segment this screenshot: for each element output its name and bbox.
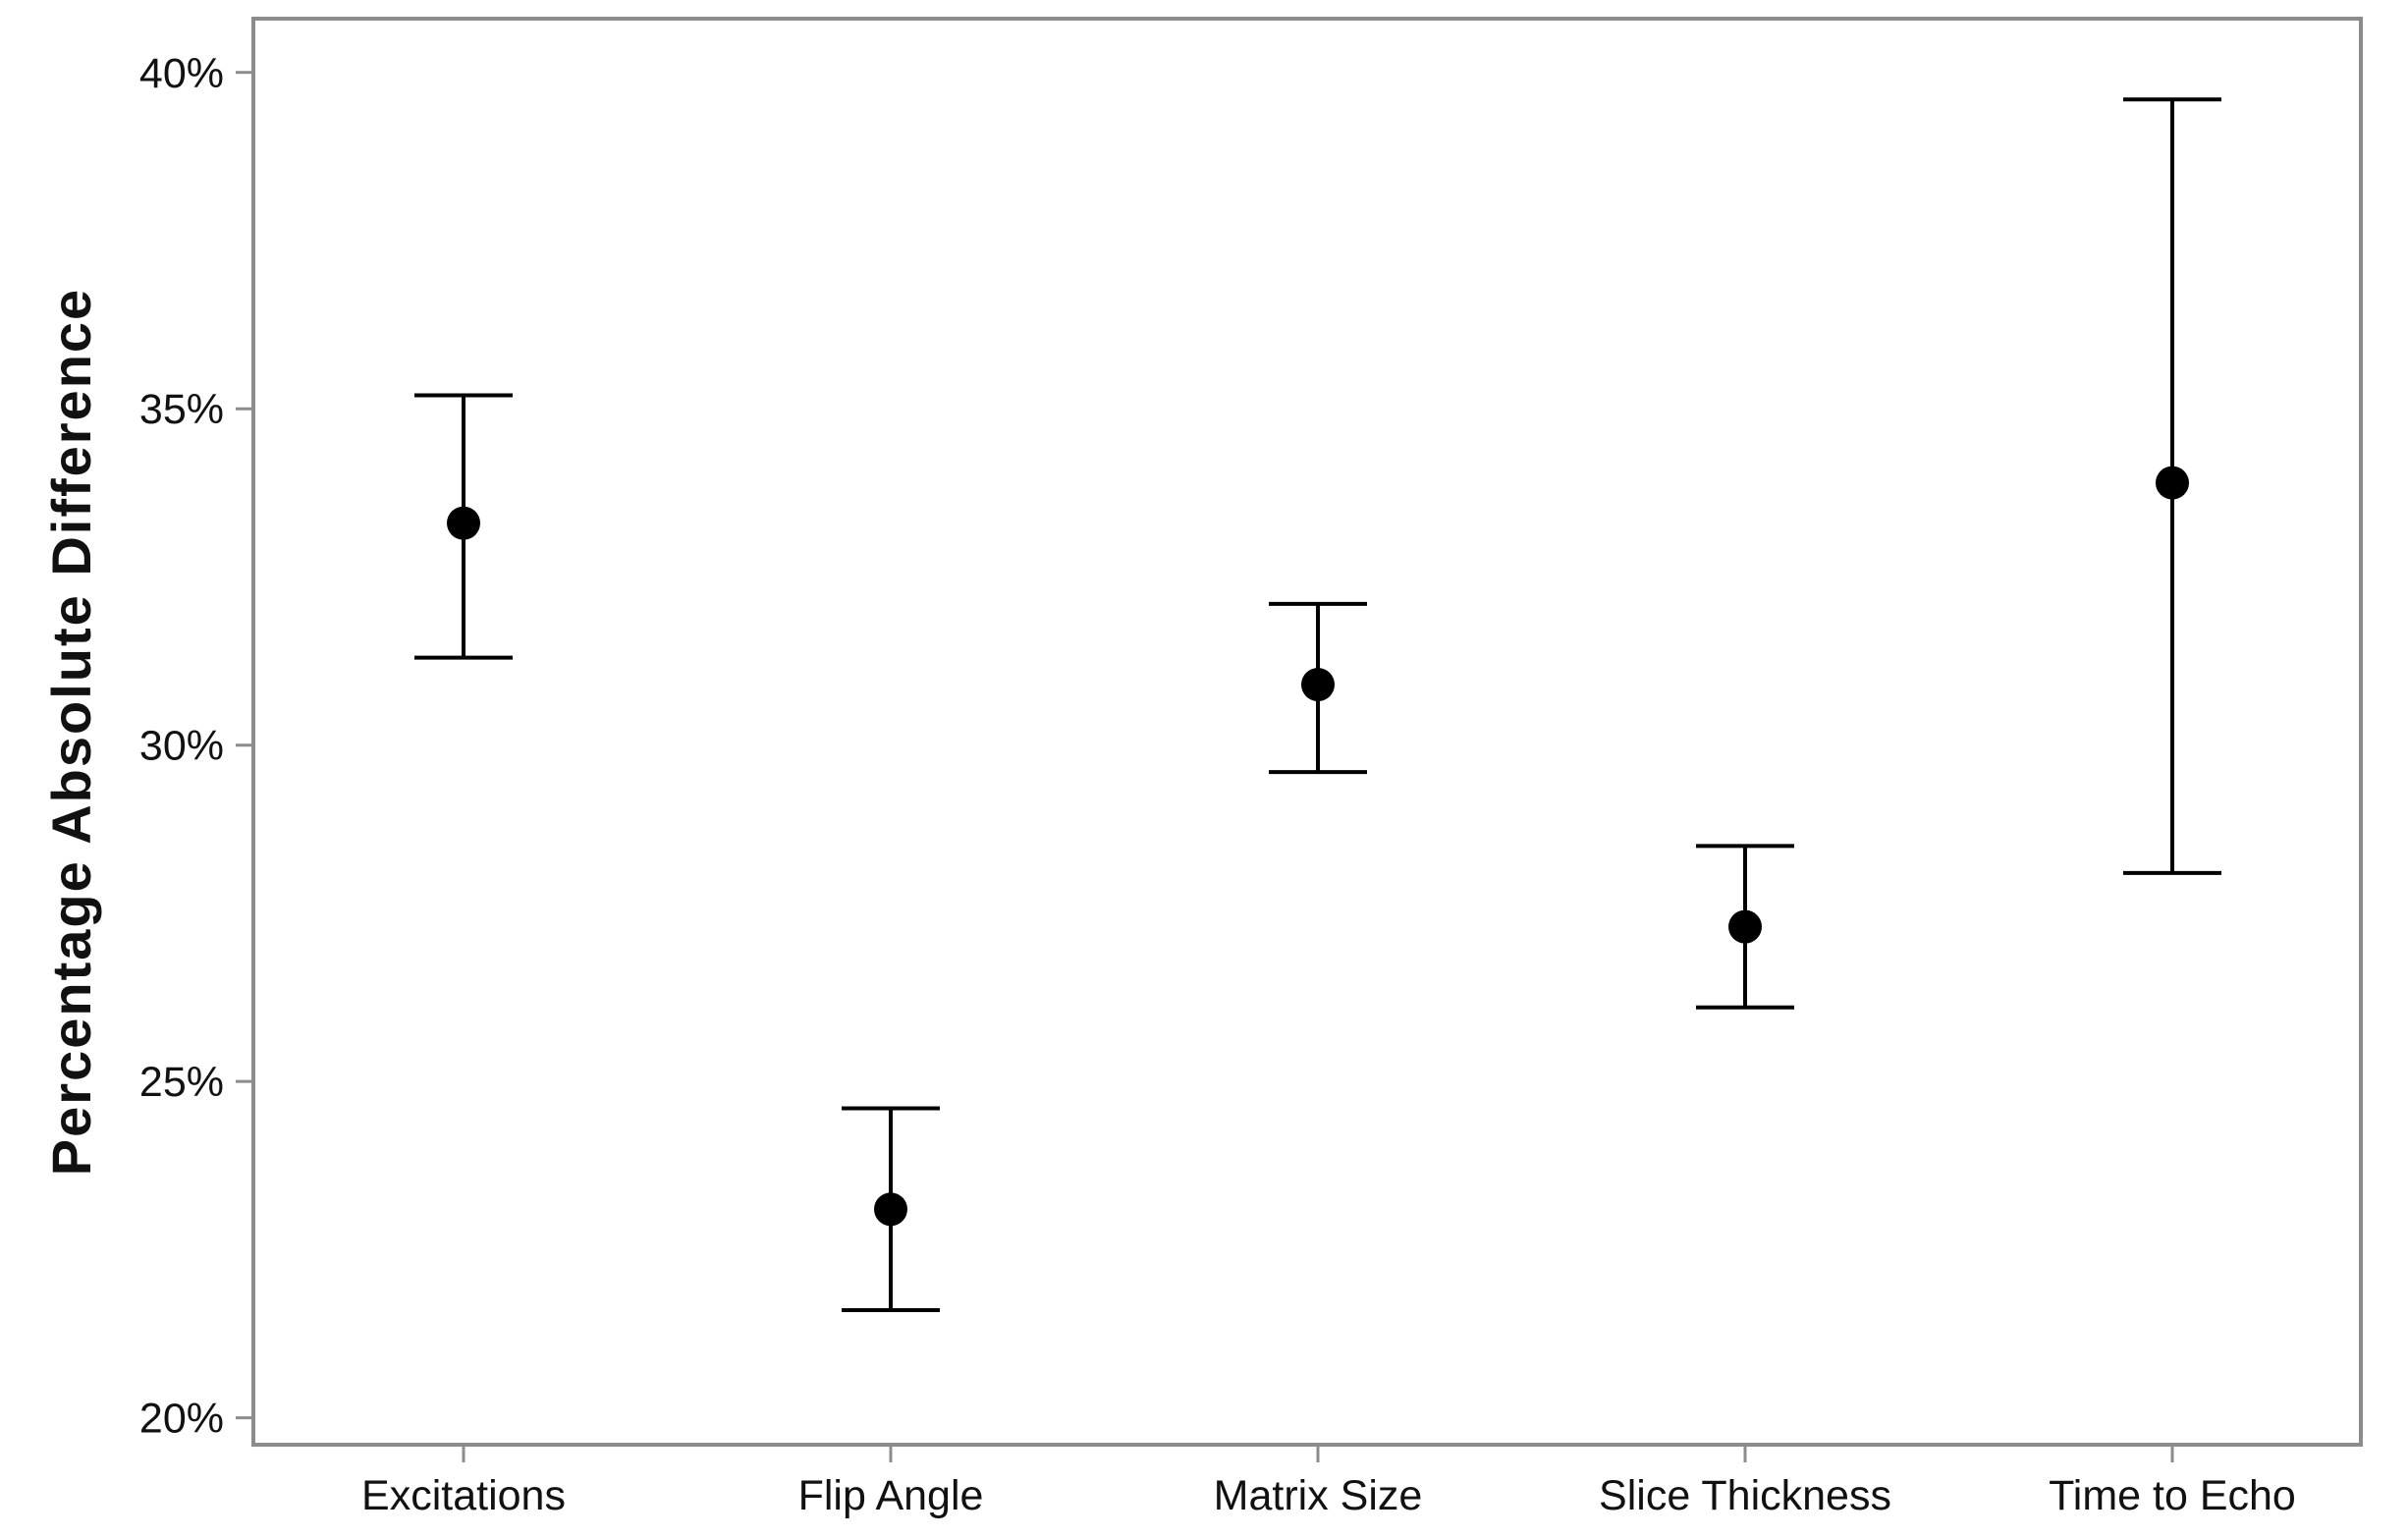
y-axis-title: Percentage Absolute Difference xyxy=(40,288,102,1176)
errorbar-group xyxy=(842,1106,940,1313)
errorbar-group xyxy=(1269,601,1367,775)
errorbar-group xyxy=(2123,97,2221,875)
y-tick-label: 40% xyxy=(139,50,224,97)
x-tick-label: Slice Thickness xyxy=(1599,1472,1891,1519)
y-tick-label: 25% xyxy=(139,1059,224,1106)
data-point xyxy=(874,1192,907,1227)
data-point xyxy=(1301,668,1335,702)
errorbar-group xyxy=(1696,844,1794,1010)
plot-frame xyxy=(251,17,2363,1447)
y-tick-label: 35% xyxy=(139,386,224,433)
x-axis: Excitations Flip Angle Matrix Size Slice Th… xyxy=(361,1445,2296,1519)
y-axis: 20% 25% 30% 35% 40% xyxy=(139,50,253,1443)
x-tick-label: Time to Echo xyxy=(2049,1472,2296,1519)
data-marks xyxy=(414,97,2221,1313)
x-tick-label: Excitations xyxy=(361,1472,566,1519)
x-tick-label: Matrix Size xyxy=(1214,1472,1423,1519)
errorbar-group xyxy=(414,393,513,660)
y-tick-label: 20% xyxy=(139,1396,224,1443)
data-point xyxy=(2156,466,2189,500)
data-point xyxy=(1728,909,1762,944)
y-tick-label: 30% xyxy=(139,723,224,770)
x-tick-label: Flip Angle xyxy=(798,1472,984,1519)
data-point xyxy=(447,506,480,540)
